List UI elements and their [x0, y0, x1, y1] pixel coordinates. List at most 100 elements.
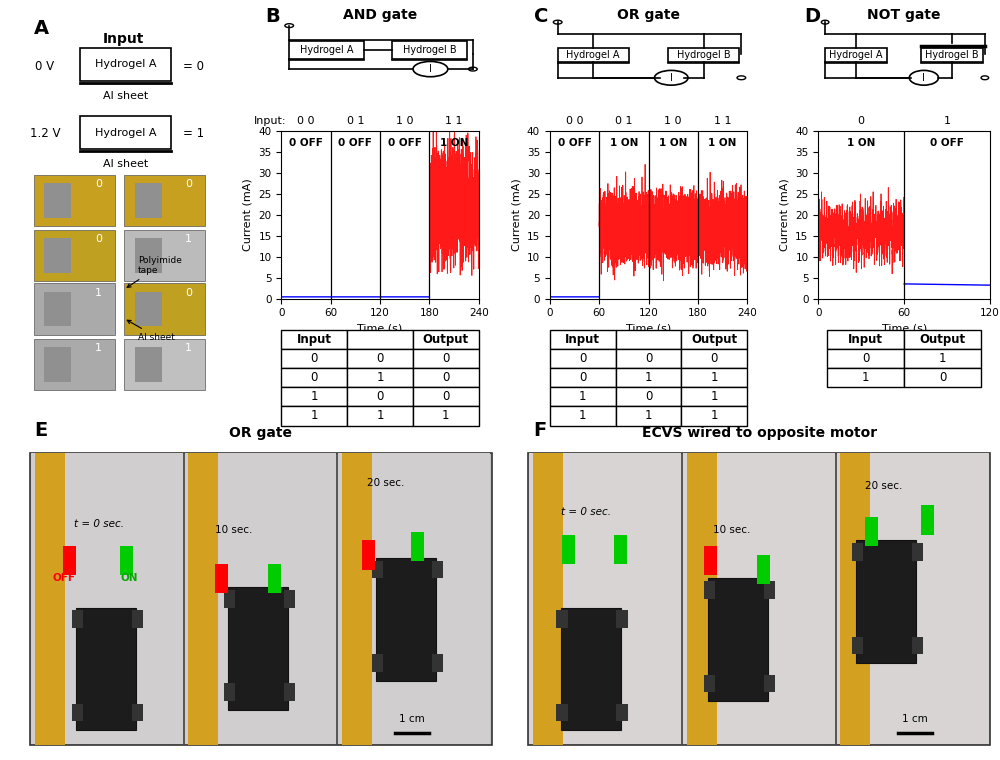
Text: 0 1: 0 1 — [615, 116, 633, 126]
Text: 0 0: 0 0 — [566, 116, 583, 126]
Y-axis label: Current (mA): Current (mA) — [243, 179, 253, 252]
FancyBboxPatch shape — [372, 654, 383, 672]
Text: AND gate: AND gate — [343, 8, 417, 22]
Text: 1 0: 1 0 — [396, 116, 413, 126]
FancyBboxPatch shape — [135, 239, 162, 273]
FancyBboxPatch shape — [72, 610, 83, 628]
FancyBboxPatch shape — [764, 675, 775, 692]
FancyBboxPatch shape — [562, 534, 575, 564]
Text: 1 1: 1 1 — [445, 116, 463, 126]
FancyBboxPatch shape — [704, 546, 717, 575]
FancyBboxPatch shape — [561, 607, 621, 730]
FancyBboxPatch shape — [338, 454, 490, 744]
FancyBboxPatch shape — [34, 230, 115, 281]
Text: t = 0 sec.: t = 0 sec. — [561, 507, 611, 517]
Text: I: I — [670, 73, 673, 83]
FancyBboxPatch shape — [284, 683, 295, 701]
FancyBboxPatch shape — [124, 175, 205, 226]
Text: 0 OFF: 0 OFF — [338, 138, 372, 147]
FancyBboxPatch shape — [840, 453, 870, 745]
Text: Hydrogel B: Hydrogel B — [925, 50, 979, 60]
Text: OFF: OFF — [52, 573, 75, 584]
Text: OR gate: OR gate — [229, 426, 292, 439]
Text: 1 ON: 1 ON — [847, 138, 875, 147]
Text: Polyimide
tape: Polyimide tape — [127, 256, 182, 287]
FancyBboxPatch shape — [687, 453, 717, 745]
Text: Hydrogel A: Hydrogel A — [300, 45, 353, 55]
Text: 0: 0 — [95, 179, 102, 189]
Text: 20 sec.: 20 sec. — [865, 481, 903, 491]
Text: t = 0 sec.: t = 0 sec. — [74, 519, 124, 529]
Text: 1 ON: 1 ON — [659, 138, 687, 147]
Text: 0: 0 — [185, 287, 192, 297]
FancyBboxPatch shape — [704, 581, 715, 599]
FancyBboxPatch shape — [764, 581, 775, 599]
Text: 1: 1 — [944, 116, 951, 126]
FancyBboxPatch shape — [44, 239, 71, 273]
Text: Hydrogel B: Hydrogel B — [403, 45, 456, 55]
FancyBboxPatch shape — [704, 675, 715, 692]
FancyBboxPatch shape — [372, 561, 383, 578]
FancyBboxPatch shape — [135, 292, 162, 327]
Y-axis label: Current (mA): Current (mA) — [511, 179, 521, 252]
FancyBboxPatch shape — [34, 339, 115, 390]
Y-axis label: Current (mA): Current (mA) — [780, 179, 790, 252]
FancyBboxPatch shape — [215, 564, 228, 593]
Text: B: B — [266, 7, 280, 26]
FancyBboxPatch shape — [30, 453, 492, 745]
Text: 1 cm: 1 cm — [902, 714, 928, 724]
Text: 0 OFF: 0 OFF — [388, 138, 422, 147]
Text: 1.2 V: 1.2 V — [30, 128, 60, 141]
FancyBboxPatch shape — [616, 610, 628, 628]
Text: Al sheet: Al sheet — [103, 91, 148, 101]
FancyBboxPatch shape — [124, 339, 205, 390]
Circle shape — [981, 76, 989, 80]
FancyBboxPatch shape — [529, 454, 681, 744]
Text: = 1: = 1 — [183, 128, 204, 141]
FancyBboxPatch shape — [865, 517, 878, 546]
FancyBboxPatch shape — [411, 532, 424, 561]
Text: Al sheet: Al sheet — [103, 159, 148, 169]
Text: 0: 0 — [858, 116, 865, 126]
FancyBboxPatch shape — [44, 347, 71, 382]
FancyBboxPatch shape — [44, 183, 71, 218]
FancyBboxPatch shape — [556, 704, 568, 721]
FancyBboxPatch shape — [558, 48, 629, 62]
Circle shape — [553, 21, 562, 24]
FancyBboxPatch shape — [432, 561, 443, 578]
X-axis label: Time (s): Time (s) — [357, 324, 403, 334]
FancyBboxPatch shape — [342, 453, 372, 745]
X-axis label: Time (s): Time (s) — [882, 324, 927, 334]
Text: Input:: Input: — [254, 116, 286, 126]
FancyBboxPatch shape — [852, 637, 863, 654]
Circle shape — [737, 76, 746, 80]
FancyBboxPatch shape — [120, 546, 133, 575]
FancyBboxPatch shape — [34, 175, 115, 226]
Text: 1 ON: 1 ON — [708, 138, 737, 147]
Text: 1: 1 — [95, 287, 102, 297]
FancyBboxPatch shape — [852, 543, 863, 561]
FancyBboxPatch shape — [224, 683, 235, 701]
Text: 20 sec.: 20 sec. — [367, 478, 404, 488]
FancyBboxPatch shape — [683, 454, 835, 744]
FancyBboxPatch shape — [757, 555, 770, 584]
FancyBboxPatch shape — [616, 704, 628, 721]
FancyBboxPatch shape — [837, 454, 989, 744]
FancyBboxPatch shape — [124, 283, 205, 334]
Circle shape — [413, 62, 448, 77]
FancyBboxPatch shape — [392, 41, 467, 59]
Text: F: F — [533, 420, 546, 439]
FancyBboxPatch shape — [44, 292, 71, 327]
Text: 10 sec.: 10 sec. — [713, 524, 750, 534]
FancyBboxPatch shape — [135, 183, 162, 218]
Text: I: I — [429, 64, 432, 74]
Text: A: A — [34, 19, 49, 38]
Circle shape — [469, 67, 477, 71]
Text: Al sheet: Al sheet — [127, 320, 175, 341]
Text: 0 V: 0 V — [35, 60, 55, 73]
Text: ECVS wired to opposite motor: ECVS wired to opposite motor — [642, 426, 877, 439]
FancyBboxPatch shape — [921, 48, 983, 62]
FancyBboxPatch shape — [80, 116, 171, 149]
FancyBboxPatch shape — [132, 610, 143, 628]
Text: 0: 0 — [95, 234, 102, 244]
